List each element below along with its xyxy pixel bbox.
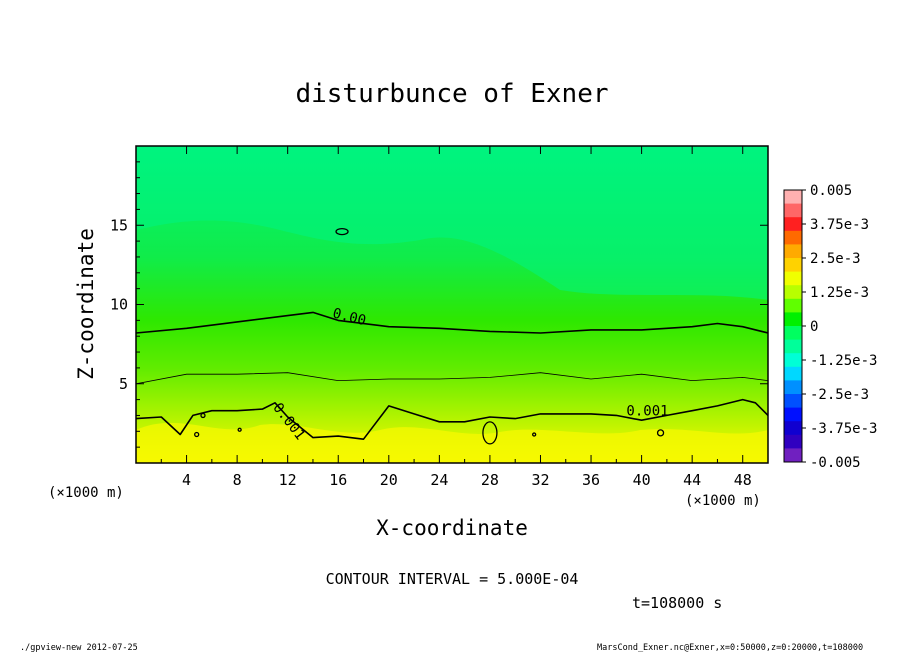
closed-contour <box>482 421 498 445</box>
colorbar-cell <box>784 230 802 245</box>
x-tick-label: 4 <box>182 471 191 489</box>
colorbar-cell <box>784 434 802 449</box>
x-tick-label: 8 <box>233 471 242 489</box>
contour-interval-text: CONTOUR INTERVAL = 5.000E-04 <box>326 570 579 588</box>
y-axis: 5 10 15 <box>110 161 768 448</box>
x-tick-label: 24 <box>430 471 448 489</box>
closed-contour <box>237 427 242 432</box>
colorbar-cell <box>784 258 802 273</box>
colorbar-cell <box>784 285 802 300</box>
x-tick-label: 12 <box>279 471 297 489</box>
x-tick-label: 20 <box>380 471 398 489</box>
colorbar-label: 2.5e-3 <box>810 251 861 267</box>
colorbar-cell <box>784 407 802 422</box>
x-axis-label: X-coordinate <box>376 516 528 540</box>
contour-label: 0.00 <box>331 306 368 330</box>
colorbar-cell <box>784 366 802 381</box>
colorbar-cell <box>784 271 802 286</box>
y-tick-label: 5 <box>119 375 128 393</box>
colorbar-label: 3.75e-3 <box>810 217 869 233</box>
colorbar-cell <box>784 217 802 232</box>
colorbar: 0.005 3.75e-3 2.5e-3 1.25e-3 0 -1.25e-3 -2.5e-… <box>783 183 877 471</box>
x-tick-label: 28 <box>481 471 499 489</box>
colorbar-label: 0 <box>810 319 818 335</box>
colorbar-cell <box>784 190 802 205</box>
lower-field-band <box>136 422 768 463</box>
colorbar-cell <box>784 448 802 463</box>
colorbar-label: -1.25e-3 <box>810 353 877 369</box>
y-axis-label: Z-coordinate <box>74 228 98 380</box>
footer-right: MarsCond_Exner.nc@Exner,x=0:50000,z=0:20… <box>597 643 863 653</box>
x-tick-label: 36 <box>582 471 600 489</box>
colorbar-cell <box>784 394 802 409</box>
colorbar-cell <box>784 298 802 313</box>
closed-contour <box>200 412 206 419</box>
y-unit-label: (×1000 m) <box>48 485 124 501</box>
colorbar-cell <box>784 380 802 395</box>
x-tick-label: 40 <box>633 471 651 489</box>
closed-contour <box>532 432 537 437</box>
colorbar-cell <box>784 244 802 259</box>
contour-line <box>136 398 768 440</box>
closed-contour <box>656 429 665 437</box>
colorbar-label: 1.25e-3 <box>810 285 869 301</box>
chart-title: disturbunce of Exner <box>295 79 608 109</box>
closed-contour <box>335 227 349 236</box>
colorbar-label: -2.5e-3 <box>810 387 869 403</box>
upper-field-band <box>136 146 768 300</box>
colorbar-cell <box>784 353 802 368</box>
footer-left: ./gpview-new 2012-07-25 <box>20 643 138 653</box>
colorbar-cell <box>784 203 802 218</box>
colorbar-label: -0.005 <box>810 455 861 471</box>
x-tick-label: 32 <box>531 471 549 489</box>
x-axis: 4 8 12 16 20 24 28 32 36 40 44 48 <box>160 146 769 489</box>
contour-line <box>136 311 768 334</box>
colorbar-cell <box>784 326 802 341</box>
closed-contour <box>194 431 200 438</box>
contour-label: 0.001 <box>626 403 668 419</box>
y-tick-label: 10 <box>110 296 128 314</box>
x-tick-label: 48 <box>734 471 752 489</box>
colorbar-cell <box>784 312 802 327</box>
colorbar-label: 0.005 <box>810 183 852 199</box>
x-tick-label: 44 <box>683 471 701 489</box>
colorbar-cell <box>784 421 802 436</box>
time-text: t=108000 s <box>632 594 722 612</box>
colorbar-label: -3.75e-3 <box>810 421 877 437</box>
y-tick-label: 15 <box>110 216 128 234</box>
contour-line <box>136 372 768 385</box>
x-tick-label: 16 <box>329 471 347 489</box>
x-unit-label: (×1000 m) <box>685 493 761 509</box>
colorbar-cell <box>784 339 802 354</box>
